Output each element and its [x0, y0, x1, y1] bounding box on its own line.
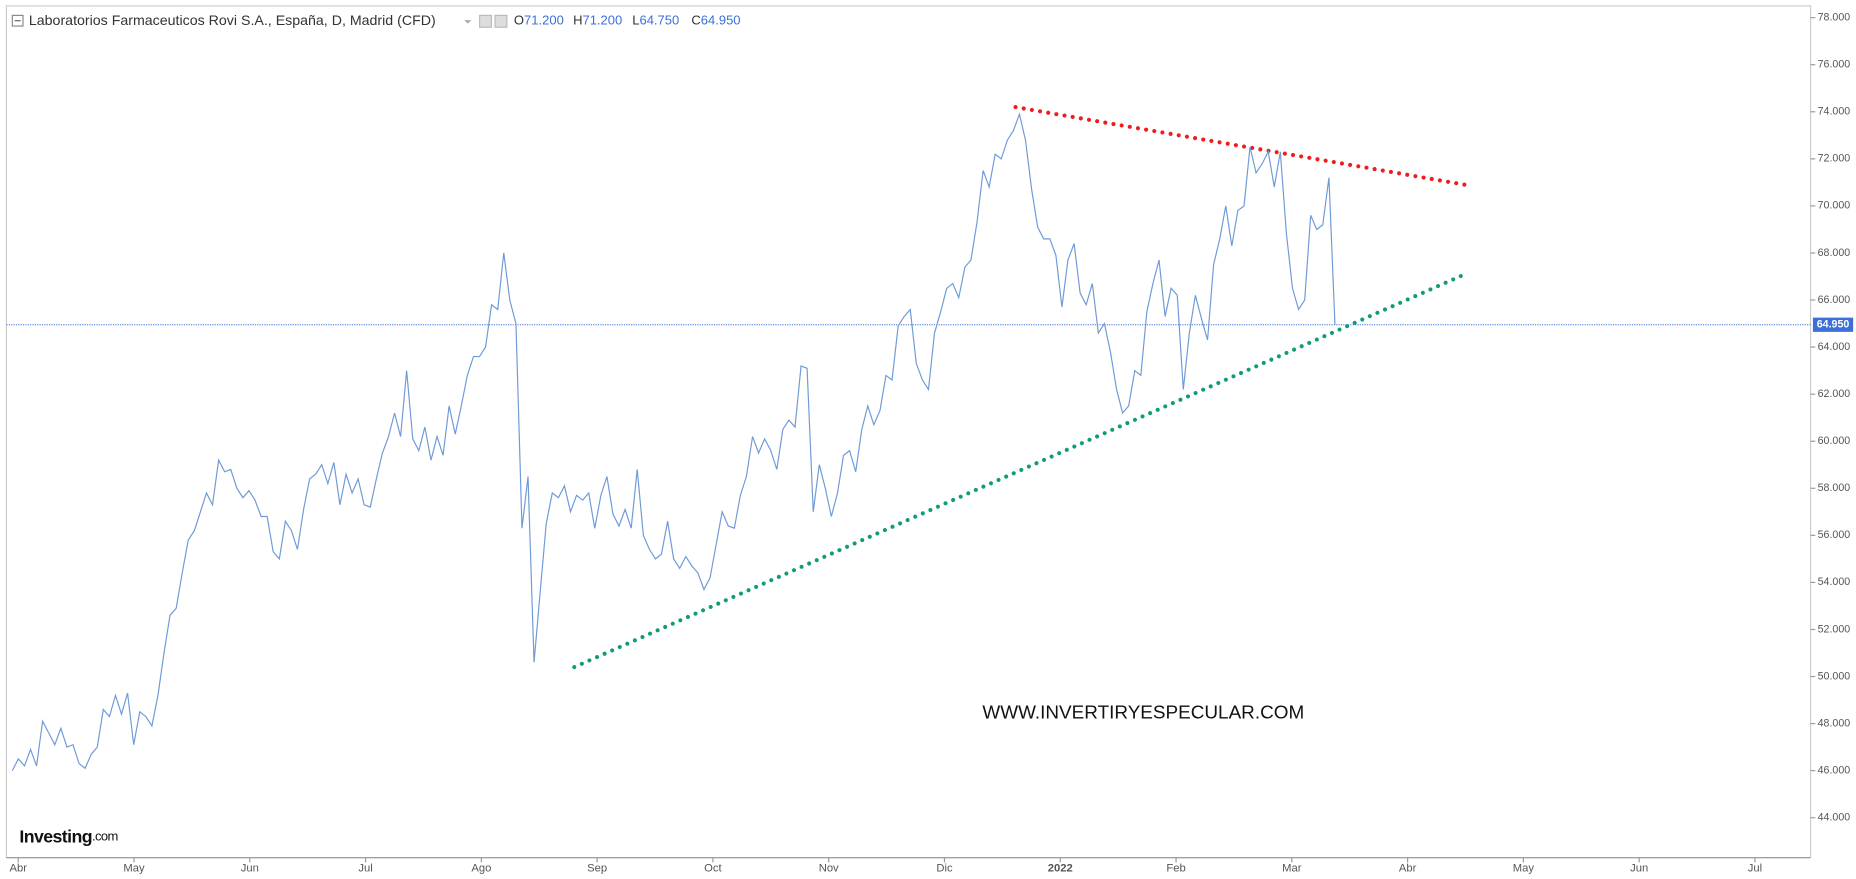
x-tick-label: 2022	[1048, 862, 1073, 874]
y-tick-label: 52.000	[1818, 623, 1851, 635]
y-tick-label: 68.000	[1818, 247, 1851, 259]
y-tick-label: 78.000	[1818, 11, 1851, 23]
ohlc-readout: O71.200 H71.200 L64.750 C64.950	[514, 13, 741, 28]
x-tick-label: May	[123, 862, 145, 874]
watermark: WWW.INVERTIRYESPECULAR.COM	[982, 702, 1304, 723]
price-line	[11, 112, 1336, 771]
x-tick-label: Jun	[1630, 862, 1648, 874]
logo-main: Investing	[19, 826, 92, 846]
y-tick-label: 76.000	[1818, 59, 1851, 71]
x-tick-label: Dic	[936, 862, 953, 874]
ohlc-key: O	[514, 13, 524, 28]
x-tick-label: Mar	[1282, 862, 1302, 874]
logo: Investing.com	[19, 826, 117, 846]
y-tick-label: 50.000	[1818, 670, 1851, 682]
x-tick-label: Sep	[587, 862, 607, 874]
x-tick-label: Jul	[358, 862, 372, 874]
y-tick-label: 58.000	[1818, 482, 1851, 494]
x-tick-label: Nov	[819, 862, 839, 874]
y-tick-label: 66.000	[1818, 294, 1851, 306]
x-tick-label: Abr	[1399, 862, 1417, 874]
x-tick-label: Ago	[471, 862, 491, 874]
chart-title: Laboratorios Farmaceuticos Rovi S.A., Es…	[29, 13, 436, 29]
x-tick-label: Jun	[241, 862, 259, 874]
ohlc-item: C64.950	[691, 13, 740, 28]
ohlc-value: 64.750	[639, 13, 679, 28]
x-tick-label: Abr	[10, 862, 28, 874]
ohlc-value: 71.200	[524, 13, 564, 28]
y-tick-label: 62.000	[1818, 388, 1851, 400]
ohlc-key: H	[573, 13, 582, 28]
y-tick-label: 48.000	[1818, 717, 1851, 729]
ohlc-item: H71.200	[573, 13, 622, 28]
y-tick-label: 46.000	[1818, 764, 1851, 776]
logo-suffix: .com	[92, 829, 118, 844]
x-tick-label: Jul	[1748, 862, 1762, 874]
ohlc-key: C	[691, 13, 700, 28]
y-tick-label: 70.000	[1818, 200, 1851, 212]
ohlc-item: O71.200	[514, 13, 564, 28]
y-tick-label: 54.000	[1818, 576, 1851, 588]
x-tick-label: Oct	[704, 862, 722, 874]
last-price-label: 64.950	[1817, 319, 1850, 331]
y-tick-label: 72.000	[1818, 153, 1851, 165]
ohlc-key: L	[632, 13, 639, 28]
y-tick-label: 64.000	[1818, 341, 1851, 353]
trend-line	[1013, 105, 1468, 187]
y-tick-label: 60.000	[1818, 435, 1851, 447]
trend-line	[572, 272, 1468, 670]
y-tick-label: 74.000	[1818, 106, 1851, 118]
settings-icon[interactable]	[479, 14, 493, 28]
y-tick-label: 56.000	[1818, 529, 1851, 541]
dropdown-icon[interactable]	[464, 20, 472, 24]
ohlc-value: 64.950	[701, 13, 741, 28]
last-price-badge	[1812, 317, 1854, 332]
x-tick-label: May	[1513, 862, 1535, 874]
y-tick-label: 44.000	[1818, 812, 1851, 824]
x-tick-label: Feb	[1166, 862, 1185, 874]
close-icon[interactable]	[494, 14, 508, 28]
ohlc-item: L64.750	[632, 13, 679, 28]
ohlc-value: 71.200	[582, 13, 622, 28]
